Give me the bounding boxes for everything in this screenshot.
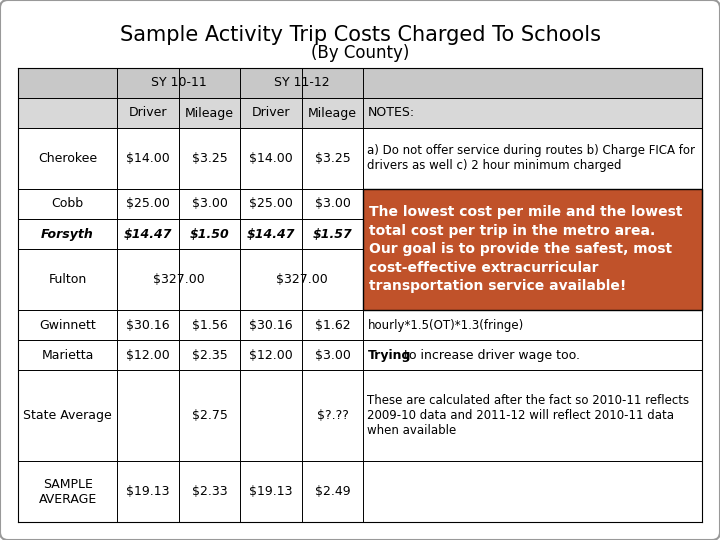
Text: a) Do not offer service during routes b) Charge FICA for
drivers as well c) 2 ho: a) Do not offer service during routes b)… [367, 144, 696, 172]
Text: NOTES:: NOTES: [367, 106, 415, 119]
Text: Fulton: Fulton [48, 273, 86, 286]
Text: $3.00: $3.00 [315, 349, 351, 362]
Bar [18, 370, 702, 461]
Text: hourly*1.5(OT)*1.3(fringe): hourly*1.5(OT)*1.3(fringe) [367, 319, 523, 332]
Text: Mileage: Mileage [185, 106, 234, 119]
Text: $30.16: $30.16 [126, 319, 170, 332]
Text: Marietta: Marietta [42, 349, 94, 362]
Text: SY 11-12: SY 11-12 [274, 77, 330, 90]
Text: $2.33: $2.33 [192, 485, 228, 498]
Text: $3.25: $3.25 [315, 152, 351, 165]
Text: $1.62: $1.62 [315, 319, 351, 332]
Text: Driver: Driver [252, 106, 290, 119]
Text: $25.00: $25.00 [126, 197, 170, 210]
Text: Cherokee: Cherokee [38, 152, 97, 165]
Text: $2.35: $2.35 [192, 349, 228, 362]
Text: $1.57: $1.57 [312, 227, 353, 241]
Text: Mileage: Mileage [308, 106, 357, 119]
Text: to increase driver wage too.: to increase driver wage too. [400, 349, 580, 362]
Text: $30.16: $30.16 [249, 319, 293, 332]
Text: $3.25: $3.25 [192, 152, 228, 165]
Text: $12.00: $12.00 [249, 349, 293, 362]
Text: $19.13: $19.13 [126, 485, 170, 498]
Text: $14.00: $14.00 [249, 152, 293, 165]
Text: SAMPLE
AVERAGE: SAMPLE AVERAGE [38, 478, 96, 505]
Text: $2.49: $2.49 [315, 485, 351, 498]
Bar [18, 68, 702, 98]
Text: $14.47: $14.47 [247, 227, 295, 241]
Bar [18, 340, 702, 370]
Text: Gwinnett: Gwinnett [39, 319, 96, 332]
Text: $14.47: $14.47 [124, 227, 172, 241]
Text: $327.00: $327.00 [153, 273, 204, 286]
Text: Forsyth: Forsyth [41, 227, 94, 241]
Bar [18, 98, 702, 128]
Text: Trying: Trying [367, 349, 411, 362]
Text: $3.00: $3.00 [315, 197, 351, 210]
Text: $14.00: $14.00 [126, 152, 170, 165]
Bar [18, 128, 702, 188]
Bar [18, 461, 702, 522]
Text: $19.13: $19.13 [249, 485, 293, 498]
Bar [364, 188, 702, 310]
Text: Cobb: Cobb [52, 197, 84, 210]
Text: $?.??: $?.?? [317, 409, 348, 422]
Text: $2.75: $2.75 [192, 409, 228, 422]
Text: Driver: Driver [129, 106, 167, 119]
Text: These are calculated after the fact so 2010-11 reflects
2009-10 data and 2011-12: These are calculated after the fact so 2… [367, 394, 690, 437]
Bar [18, 188, 702, 219]
Text: $1.50: $1.50 [189, 227, 230, 241]
Bar [18, 249, 702, 310]
Text: (By County): (By County) [311, 44, 409, 62]
Text: SY 10-11: SY 10-11 [151, 77, 207, 90]
Text: $25.00: $25.00 [249, 197, 293, 210]
Text: State Average: State Average [23, 409, 112, 422]
Text: $12.00: $12.00 [126, 349, 170, 362]
Bar [18, 219, 702, 249]
Text: $3.00: $3.00 [192, 197, 228, 210]
Bar [18, 310, 702, 340]
Text: Sample Activity Trip Costs Charged To Schools: Sample Activity Trip Costs Charged To Sc… [120, 25, 600, 45]
Text: $327.00: $327.00 [276, 273, 328, 286]
Text: The lowest cost per mile and the lowest
total cost per trip in the metro area.
O: The lowest cost per mile and the lowest … [369, 205, 683, 293]
Text: $1.56: $1.56 [192, 319, 228, 332]
